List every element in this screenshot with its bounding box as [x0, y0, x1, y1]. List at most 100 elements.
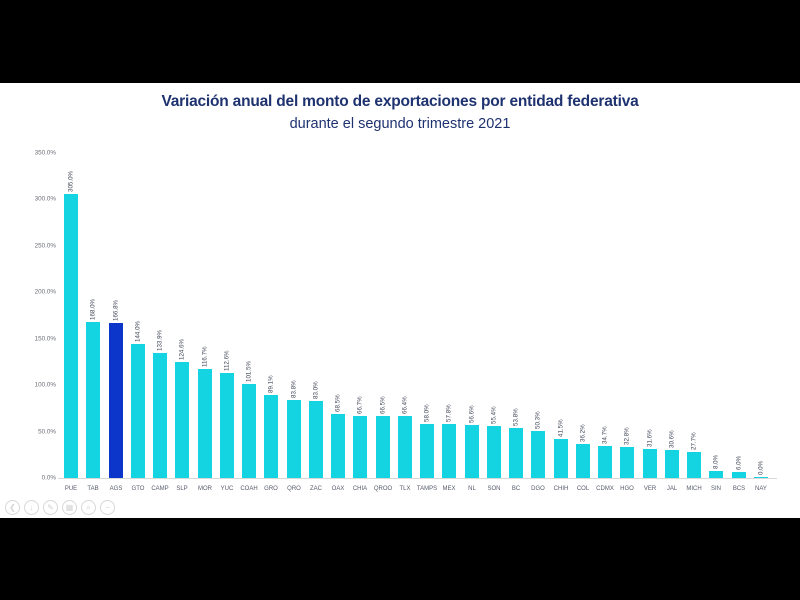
bar-mor — [197, 369, 212, 478]
x-tick-label: SON — [487, 485, 501, 492]
bar-value-label: 57.8% — [445, 404, 453, 423]
x-tick-label: MEX — [442, 485, 456, 492]
x-tick-label: COL — [576, 485, 589, 492]
bar-sin — [709, 470, 724, 478]
bar-oax — [331, 414, 345, 478]
y-tick-label: 350.0% — [34, 148, 56, 156]
bar-value-label: 66.5% — [379, 396, 386, 415]
bar-mex — [442, 424, 457, 478]
y-tick-label: 0.0% — [41, 474, 56, 482]
bar-jal — [664, 449, 679, 478]
bar-value-label: 112.6% — [223, 350, 231, 372]
x-tick-label: AGS — [109, 485, 122, 492]
bar-bc — [509, 427, 523, 478]
x-tick-label: YUC — [220, 485, 234, 492]
bar-coah — [242, 383, 256, 478]
bar-qroo — [375, 416, 390, 478]
x-tick-label: CHIA — [353, 485, 368, 492]
bar-value-label: 166.8% — [112, 299, 119, 321]
y-tick-label: 250.0% — [34, 241, 56, 249]
x-tick-label: GTO — [131, 485, 145, 492]
x-tick-label: NAY — [754, 485, 767, 492]
bar-value-label: 50.3% — [534, 411, 542, 430]
x-tick-label: MOR — [197, 485, 212, 492]
x-tick-label: HGO — [620, 485, 635, 492]
zoom-icon[interactable]: ⌕ — [81, 500, 96, 515]
bar-camp — [153, 353, 167, 478]
x-tick-label: TLX — [399, 485, 411, 492]
bar-value-label: 83.8% — [290, 380, 297, 399]
bar-tab — [86, 321, 101, 478]
bar-value-label: 66.4% — [401, 396, 409, 415]
bar-value-label: 83.0% — [312, 381, 320, 399]
bar-gto — [130, 344, 145, 478]
x-tick-label: CHIH — [553, 485, 568, 492]
bar-value-label: 68.5% — [334, 394, 342, 413]
x-tick-label: BCS — [732, 485, 745, 492]
bar-ver — [642, 448, 657, 478]
y-tick-label: 200.0% — [34, 288, 56, 296]
y-tick-label: 150.0% — [34, 334, 56, 342]
y-tick-label: 100.0% — [34, 381, 56, 389]
bar-value-label: 27.7% — [690, 432, 698, 451]
slide-canvas: Variación anual del monto de exportacion… — [0, 83, 800, 518]
x-axis-line — [58, 478, 777, 479]
bar-mich — [687, 452, 701, 478]
bar-tlx — [397, 416, 412, 478]
bar-bcs — [731, 472, 746, 478]
bar-value-label: 6.0% — [735, 456, 742, 471]
bar-value-label: 8.0% — [712, 454, 720, 469]
bar-tamps — [420, 424, 434, 478]
player-controls-toolbar: ❮ ↓ ✎ ▦ ⌕ − — [5, 500, 115, 516]
bar-slp — [175, 362, 190, 478]
x-tick-label: TAB — [87, 485, 99, 492]
back-arrow-icon[interactable]: ❮ — [5, 500, 20, 515]
bar-value-label: 55.4% — [490, 406, 498, 425]
bar-ags — [108, 322, 123, 478]
down-arrow-icon[interactable]: ↓ — [24, 500, 39, 515]
bar-value-label: 31.6% — [646, 429, 653, 447]
bar-gro — [264, 395, 279, 478]
chart-subtitle: durante el segundo trimestre 2021 — [289, 116, 511, 132]
x-tick-label: OAX — [331, 485, 345, 492]
minus-icon[interactable]: − — [100, 500, 115, 515]
bar-value-label: 53.8% — [512, 408, 520, 426]
x-tick-label: SIN — [711, 485, 722, 492]
chart-title: Variación anual del monto de exportacion… — [161, 93, 639, 110]
bar-cdmx — [598, 445, 612, 478]
bar-value-label: 0.0% — [757, 460, 765, 475]
bar-hgo — [620, 447, 635, 478]
bar-qro — [286, 400, 301, 478]
bar-value-label: 144.0% — [134, 321, 142, 343]
bar-value-label: 89.1% — [267, 375, 275, 394]
bar-chia — [353, 415, 368, 478]
x-tick-label: CAMP — [151, 485, 169, 492]
x-tick-label: JAL — [666, 485, 677, 492]
y-tick-label: 300.0% — [34, 195, 56, 203]
bar-value-label: 34.7% — [601, 426, 609, 444]
bar-col — [575, 444, 590, 478]
x-tick-label: PUE — [64, 485, 78, 492]
bar-son — [486, 426, 501, 478]
x-tick-label: MICH — [686, 485, 702, 492]
bar-dgo — [531, 431, 546, 478]
bar-value-label: 41.5% — [557, 419, 564, 438]
x-tick-label: NL — [467, 485, 476, 492]
bar-value-label: 58.0% — [423, 404, 431, 423]
y-tick-label: 50.0% — [38, 427, 56, 435]
x-tick-label: GRO — [264, 485, 279, 492]
grid-icon[interactable]: ▦ — [62, 500, 77, 515]
x-tick-label: DGO — [531, 485, 546, 492]
bar-value-label: 305.0% — [67, 171, 75, 193]
bar-chih — [553, 439, 568, 478]
x-tick-label: BC — [511, 485, 521, 492]
bar-value-label: 124.6% — [178, 339, 186, 361]
x-tick-label: ZAC — [309, 485, 322, 492]
bar-value-label: 32.8% — [623, 427, 631, 446]
bar-zac — [308, 400, 323, 478]
pencil-icon[interactable]: ✎ — [43, 500, 58, 515]
bar-yuc — [219, 373, 234, 478]
bar-value-label: 56.6% — [468, 405, 475, 424]
x-tick-label: TAMPS — [416, 485, 438, 492]
